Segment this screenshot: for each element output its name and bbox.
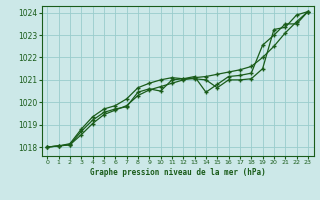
X-axis label: Graphe pression niveau de la mer (hPa): Graphe pression niveau de la mer (hPa): [90, 168, 266, 177]
